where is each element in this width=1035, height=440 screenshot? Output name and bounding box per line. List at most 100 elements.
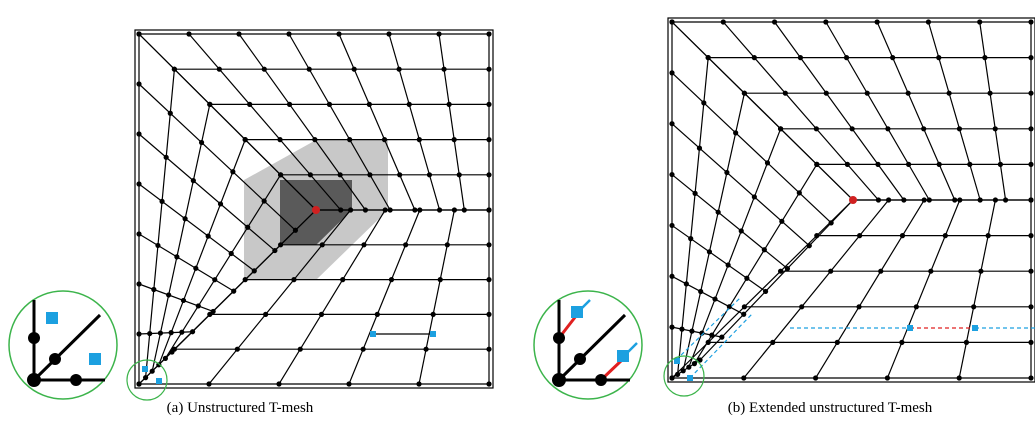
mesh-node bbox=[681, 368, 686, 373]
mesh-node bbox=[669, 172, 674, 177]
mesh-node bbox=[218, 201, 223, 206]
mesh-node bbox=[1028, 55, 1033, 60]
mesh-node bbox=[235, 347, 240, 352]
mesh-node bbox=[388, 207, 393, 212]
mesh-node bbox=[236, 31, 241, 36]
mesh-node bbox=[1028, 340, 1033, 345]
mesh-node bbox=[486, 381, 491, 386]
mesh-node bbox=[957, 197, 962, 202]
mesh-node bbox=[947, 91, 952, 96]
mesh-node bbox=[835, 340, 840, 345]
mesh-node bbox=[217, 67, 222, 72]
mesh-node bbox=[486, 137, 491, 142]
mesh-node bbox=[361, 347, 366, 352]
mesh-node bbox=[785, 266, 790, 271]
mesh-node bbox=[462, 207, 467, 212]
mesh-node bbox=[136, 331, 141, 336]
blue-marker bbox=[907, 325, 913, 331]
mesh-node bbox=[814, 126, 819, 131]
mesh-node bbox=[957, 375, 962, 380]
mesh-node bbox=[978, 197, 983, 202]
mesh-node bbox=[136, 181, 141, 186]
mesh-node bbox=[875, 19, 880, 24]
mesh-node bbox=[150, 369, 155, 374]
mesh-node bbox=[308, 172, 313, 177]
mesh-node bbox=[486, 172, 491, 177]
mesh-node bbox=[361, 242, 366, 247]
mesh-node bbox=[312, 137, 317, 142]
mesh-node bbox=[878, 269, 883, 274]
blue-marker bbox=[972, 325, 978, 331]
mesh-node bbox=[437, 207, 442, 212]
mesh-node bbox=[243, 277, 248, 282]
mesh-node bbox=[186, 31, 191, 36]
mesh-node bbox=[199, 140, 204, 145]
mesh-node bbox=[298, 347, 303, 352]
mesh-node bbox=[857, 233, 862, 238]
mesh-node bbox=[692, 191, 697, 196]
mesh-edge bbox=[887, 200, 959, 378]
mesh-node bbox=[813, 375, 818, 380]
mesh-node bbox=[706, 55, 711, 60]
mesh-node bbox=[417, 207, 422, 212]
mesh-node bbox=[906, 91, 911, 96]
mesh-node bbox=[143, 375, 148, 380]
mesh-edge bbox=[959, 200, 995, 378]
mesh-node bbox=[179, 330, 184, 335]
mesh-node bbox=[159, 199, 164, 204]
mesh-node bbox=[765, 160, 770, 165]
mesh-node bbox=[136, 231, 141, 236]
mesh-node bbox=[987, 91, 992, 96]
mesh-node bbox=[921, 126, 926, 131]
extension-lines bbox=[676, 298, 1035, 378]
mesh-node bbox=[922, 197, 927, 202]
inset-node bbox=[28, 332, 40, 344]
mesh-node bbox=[1028, 19, 1033, 24]
blue-marker bbox=[156, 378, 162, 384]
mesh-node bbox=[291, 277, 296, 282]
mesh-node bbox=[876, 197, 881, 202]
mesh-edge bbox=[826, 22, 929, 200]
mesh-node bbox=[762, 247, 767, 252]
mesh-node bbox=[231, 289, 236, 294]
mesh-node bbox=[927, 197, 932, 202]
mesh-node bbox=[669, 325, 674, 330]
mesh-node bbox=[174, 254, 179, 259]
mesh-node bbox=[286, 31, 291, 36]
mesh-node bbox=[721, 19, 726, 24]
mesh-node bbox=[183, 216, 188, 221]
mesh-node bbox=[431, 312, 436, 317]
mesh-node bbox=[885, 126, 890, 131]
mesh-node bbox=[1028, 375, 1033, 380]
mesh-node bbox=[906, 162, 911, 167]
mesh-node bbox=[336, 31, 341, 36]
mesh-node bbox=[709, 333, 714, 338]
mesh-node bbox=[798, 55, 803, 60]
mesh-edge bbox=[816, 200, 925, 378]
mesh-node bbox=[352, 67, 357, 72]
mesh-node bbox=[438, 277, 443, 282]
mesh-node bbox=[875, 162, 880, 167]
mesh-node bbox=[277, 137, 282, 142]
mesh-edge bbox=[139, 234, 234, 291]
corner-node bbox=[312, 206, 320, 214]
mesh-node bbox=[486, 242, 491, 247]
mesh-node bbox=[719, 335, 724, 340]
mesh-node bbox=[190, 329, 195, 334]
mesh-node bbox=[486, 67, 491, 72]
blue-marker bbox=[430, 331, 436, 337]
mesh-node bbox=[486, 102, 491, 107]
mesh-node bbox=[164, 155, 169, 160]
mesh-node bbox=[752, 194, 757, 199]
mesh-node bbox=[486, 207, 491, 212]
mesh-node bbox=[741, 375, 746, 380]
mesh-node bbox=[272, 248, 277, 253]
mesh-node bbox=[163, 356, 168, 361]
mesh-node bbox=[978, 269, 983, 274]
mesh-edge bbox=[672, 124, 809, 246]
mesh-node bbox=[169, 330, 174, 335]
mesh-edge bbox=[672, 276, 744, 314]
mesh-node bbox=[977, 19, 982, 24]
mesh-node bbox=[276, 381, 281, 386]
mesh-node bbox=[986, 233, 991, 238]
